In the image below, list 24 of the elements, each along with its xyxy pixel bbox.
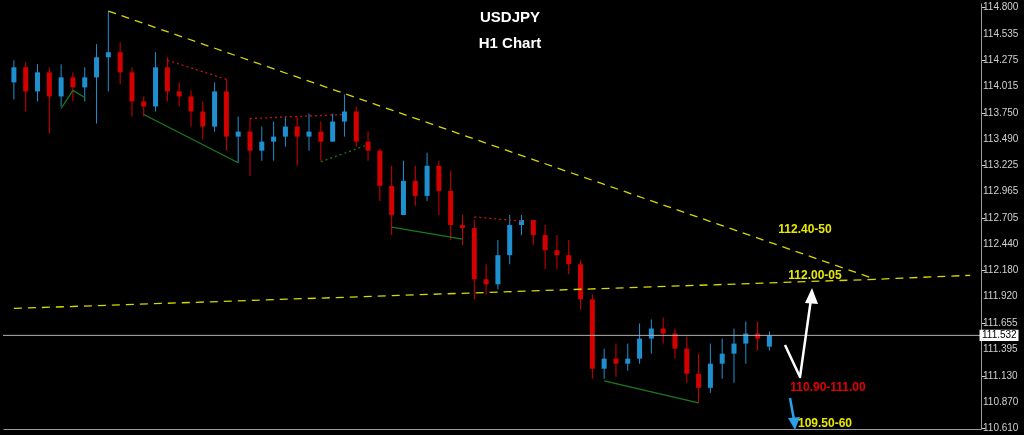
chart-title: USDJPY bbox=[479, 8, 541, 25]
y-tick-label: 114.275 bbox=[983, 53, 1019, 65]
text: H1 Chart bbox=[478, 34, 542, 51]
y-tick-label: 113.225 bbox=[983, 159, 1019, 171]
y-tick-label: 112.180 bbox=[983, 264, 1019, 276]
y-tick-label: 110.870 bbox=[983, 395, 1019, 407]
ref-line-label: 111.532 bbox=[982, 329, 1018, 341]
y-tick-label: 113.490 bbox=[983, 132, 1019, 144]
y-tick-label: 111.395 bbox=[983, 343, 1019, 355]
y-tick-label: 114.535 bbox=[983, 27, 1019, 39]
y-tick-label: 113.750 bbox=[983, 106, 1019, 118]
annotation: 110.90-111.00 bbox=[790, 380, 866, 394]
annotation: 112.00-05 bbox=[788, 268, 842, 282]
y-tick-label: 114.800 bbox=[983, 1, 1019, 13]
y-tick-label: 112.705 bbox=[983, 211, 1019, 223]
annotation: 112.40-50 bbox=[778, 222, 832, 236]
y-tick-label: 114.015 bbox=[983, 79, 1019, 91]
y-tick-label: 110.610 bbox=[983, 422, 1019, 433]
annotation: 109.50-60 bbox=[797, 416, 853, 430]
y-tick-label: 112.440 bbox=[983, 238, 1019, 250]
y-tick-label: 111.920 bbox=[983, 290, 1019, 302]
y-tick-label: 111.655 bbox=[983, 317, 1019, 328]
y-tick-label: 111.130 bbox=[983, 369, 1019, 381]
y-tick-label: 112.965 bbox=[983, 185, 1019, 197]
